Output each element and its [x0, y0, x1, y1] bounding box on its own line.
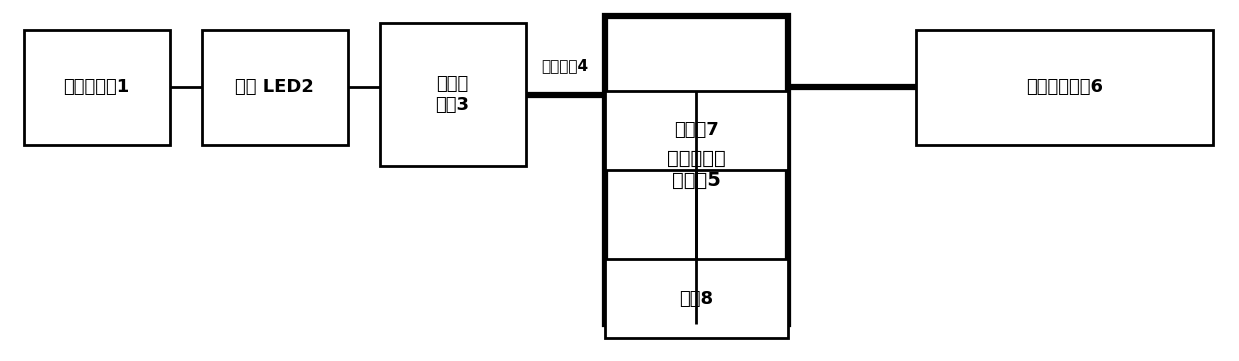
Bar — [605, 91, 788, 170]
Text: 蓝光 LED2: 蓝光 LED2 — [235, 78, 313, 96]
Text: 光积分
器件3: 光积分 器件3 — [436, 75, 470, 114]
Text: 皮安表7: 皮安表7 — [674, 121, 719, 139]
Bar — [24, 30, 170, 145]
Text: 集束光纤4: 集束光纤4 — [541, 58, 589, 73]
Bar — [202, 30, 347, 145]
Text: 脉冲驱动器1: 脉冲驱动器1 — [63, 78, 130, 96]
Text: 电源8: 电源8 — [679, 290, 714, 308]
Bar — [605, 259, 788, 338]
Text: 数据采集系统6: 数据采集系统6 — [1026, 78, 1103, 96]
Bar — [916, 30, 1213, 145]
Bar — [379, 23, 525, 166]
Text: 硅光电器件
测量盒5: 硅光电器件 测量盒5 — [667, 149, 726, 190]
Bar — [605, 16, 788, 324]
